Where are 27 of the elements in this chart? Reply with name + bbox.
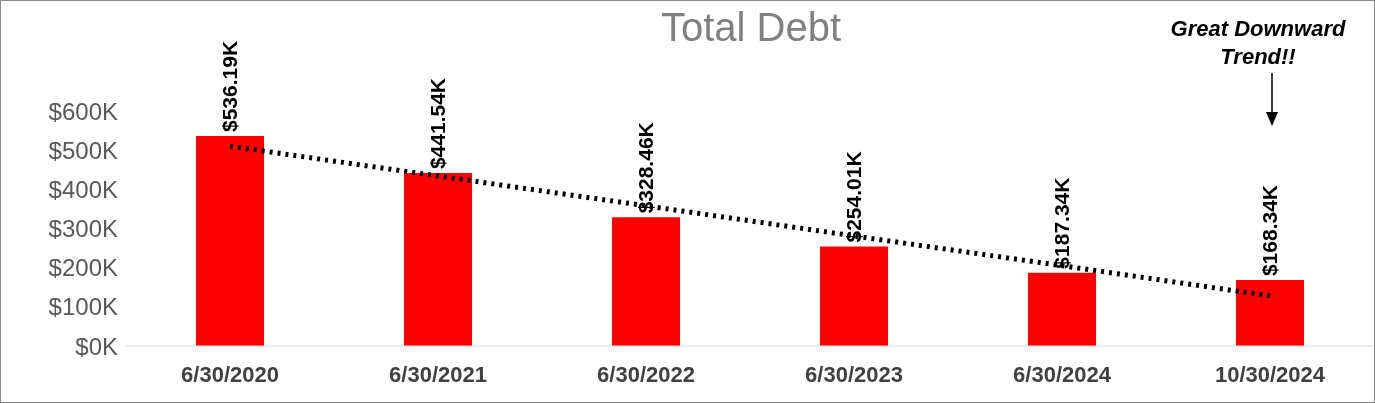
x-tick-label: 6/30/2024	[1013, 361, 1112, 387]
data-label: $441.54K	[426, 77, 450, 170]
x-tick-label: 6/30/2022	[597, 361, 695, 387]
y-tick-label: $400K	[48, 175, 118, 203]
x-tick-label: 6/30/2020	[181, 361, 279, 387]
data-label: $328.46K	[634, 122, 658, 214]
data-label: $168.34K	[1258, 184, 1282, 277]
x-tick-label: 6/30/2023	[805, 361, 903, 387]
text: Great Downward Trend!!	[1169, 15, 1347, 71]
y-tick-label: $300K	[48, 215, 118, 243]
bar	[612, 217, 680, 346]
bar	[404, 173, 472, 346]
data-label: $254.01K	[842, 151, 866, 243]
y-tick-label: $100K	[48, 293, 118, 321]
y-tick-label: $0K	[75, 332, 118, 360]
y-tick-label: $600K	[48, 97, 118, 125]
data-label: $187.34K	[1050, 177, 1074, 269]
bar	[1028, 272, 1096, 346]
x-tick-label: 10/30/2024	[1214, 361, 1326, 387]
chart-title: Total Debt	[660, 5, 842, 49]
y-tick-label: $200K	[48, 254, 118, 282]
y-tick-label: $500K	[48, 136, 118, 164]
bar	[196, 135, 264, 346]
x-tick-label: 6/30/2021	[389, 361, 487, 387]
bar	[820, 246, 888, 346]
data-label: $536.19K	[218, 40, 242, 132]
bar	[1236, 280, 1304, 346]
